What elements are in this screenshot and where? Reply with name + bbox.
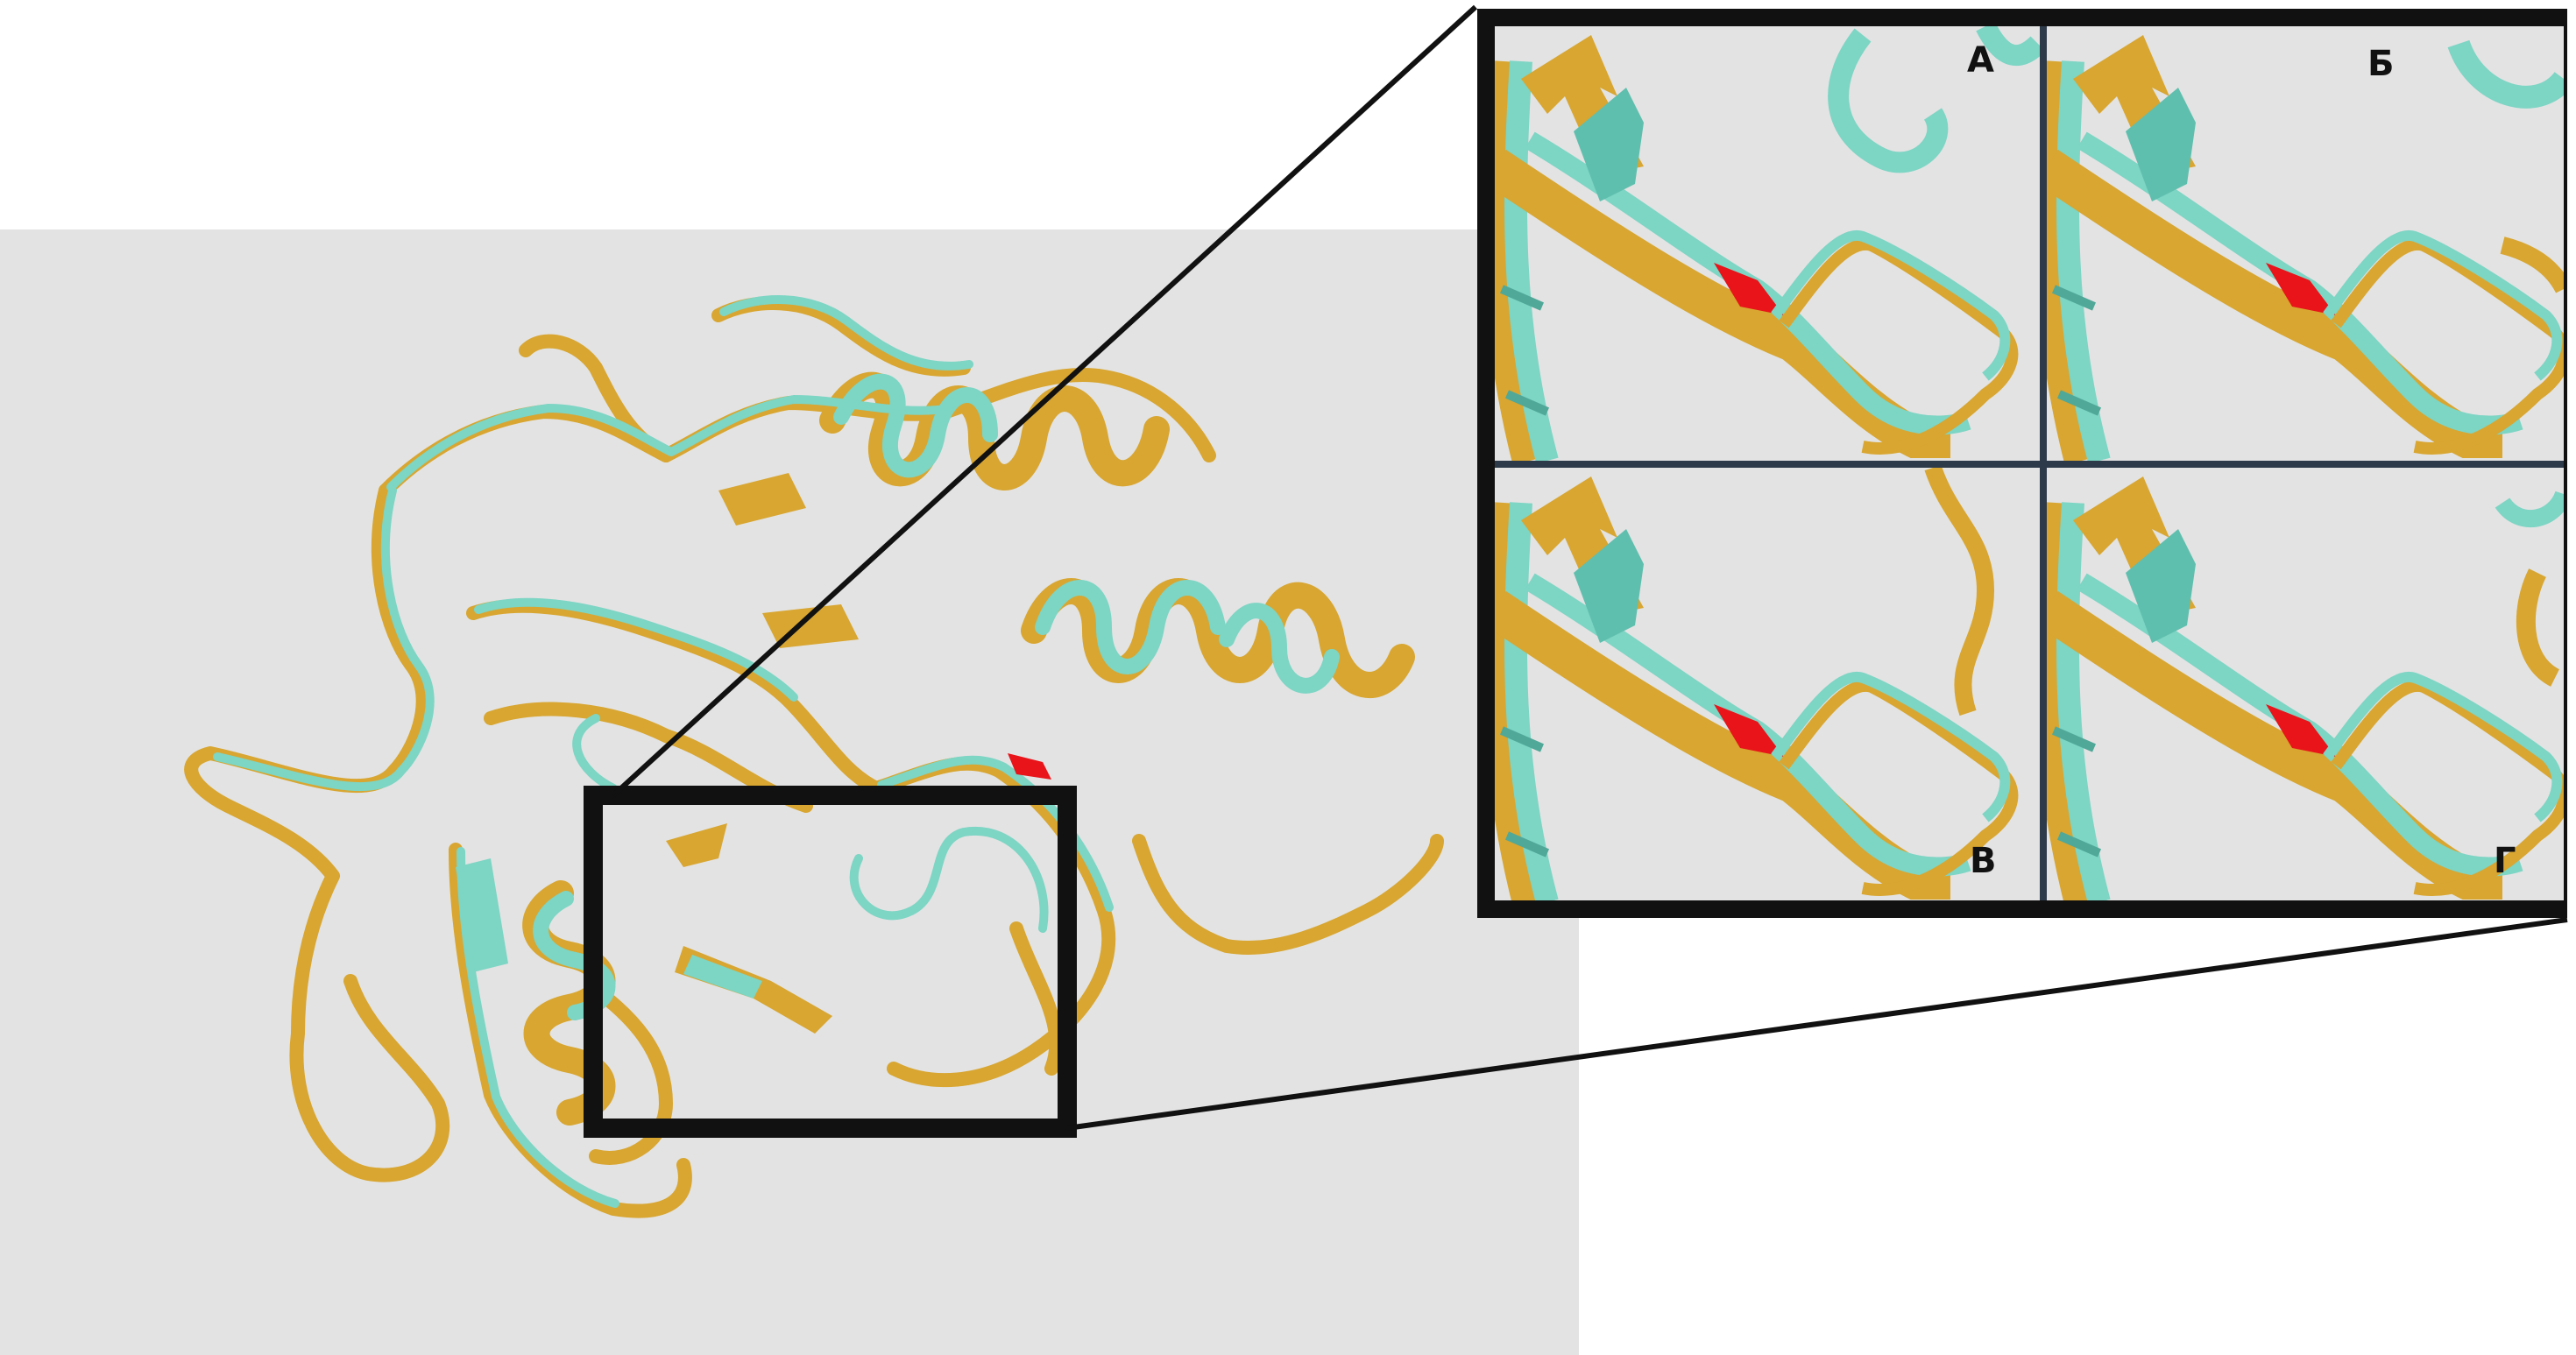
panel-b — [2047, 26, 2564, 461]
panel-label-c: В — [1970, 841, 1997, 881]
inset-divider-horizontal — [1495, 461, 2564, 468]
inset-panels: А Б В Г — [1477, 9, 2567, 918]
protein-overview — [184, 295, 1444, 1218]
panel-a — [1495, 26, 2040, 461]
panel-label-b: Б — [2367, 44, 2395, 84]
panel-label-a: А — [1967, 40, 1994, 81]
connector-line-top — [611, 4, 1478, 798]
highlight-residue — [1008, 753, 1051, 780]
cyan-sheets — [456, 858, 762, 999]
panel-label-d: Г — [2494, 841, 2516, 881]
panel-d — [2047, 468, 2564, 900]
connector-line-bottom — [1066, 917, 2568, 1131]
panel-c — [1495, 468, 2040, 900]
zoom-box — [584, 786, 1077, 1138]
cyan-structure — [213, 295, 1114, 1208]
